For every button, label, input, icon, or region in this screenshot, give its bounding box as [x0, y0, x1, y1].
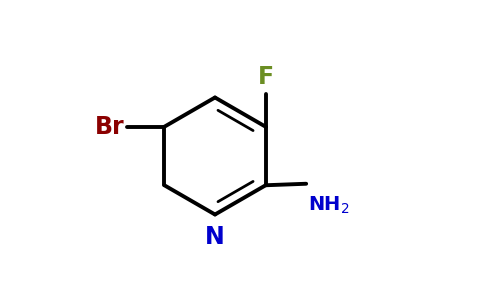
Text: NH$_2$: NH$_2$ [308, 194, 349, 216]
Text: F: F [257, 65, 274, 89]
Text: N: N [205, 225, 225, 249]
Text: Br: Br [95, 115, 124, 139]
